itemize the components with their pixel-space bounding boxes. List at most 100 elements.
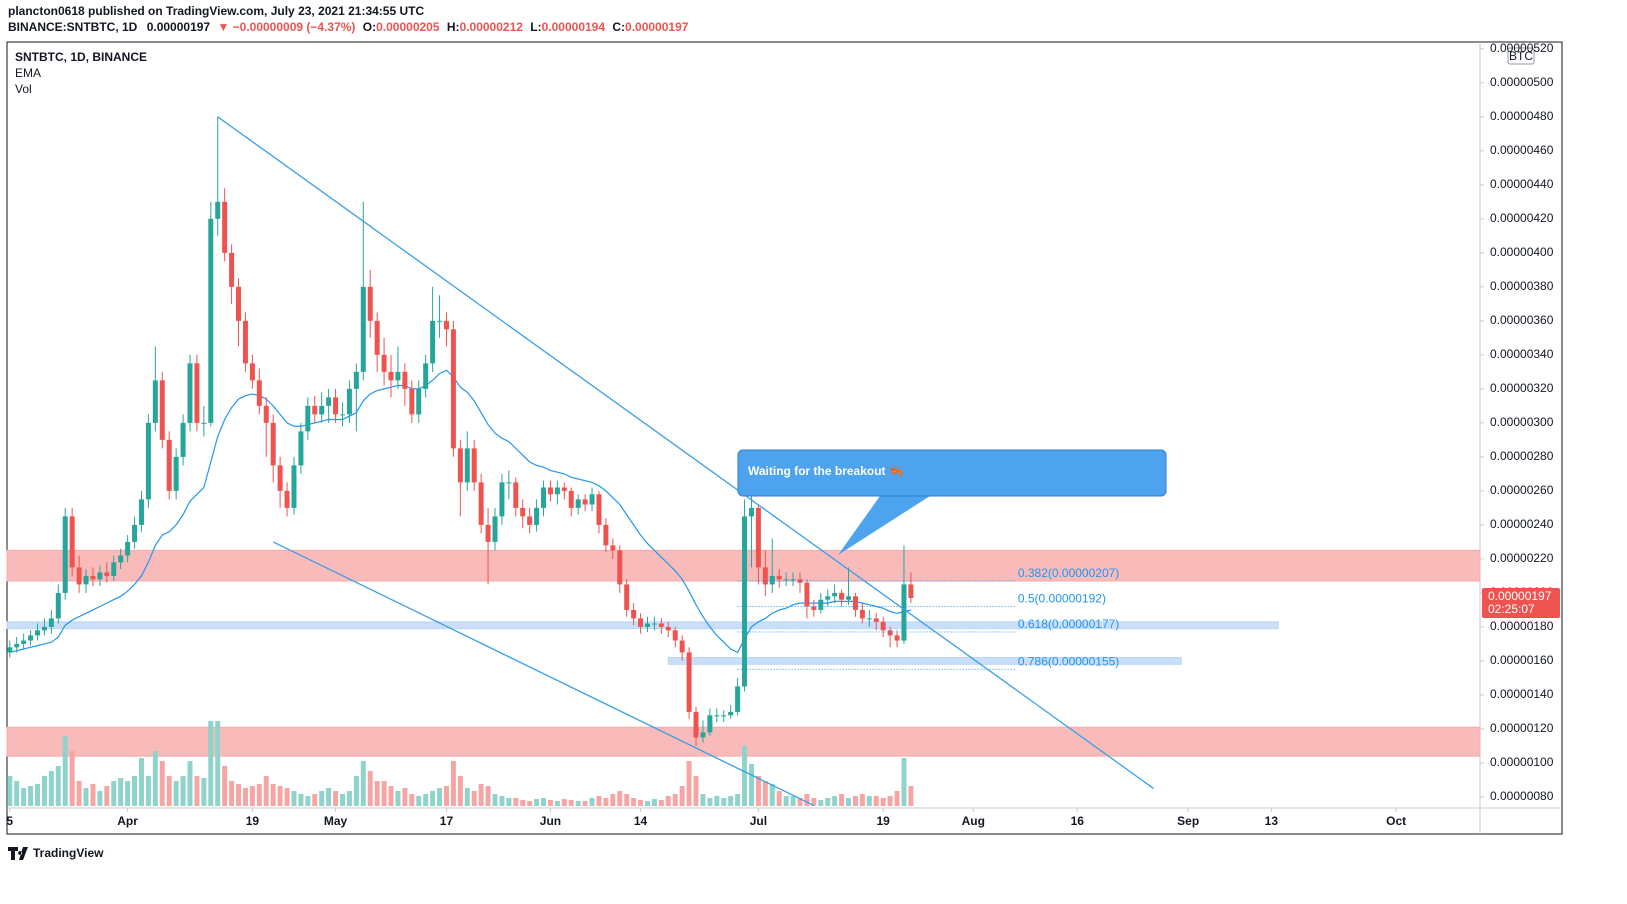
volume-bar xyxy=(631,798,637,806)
volume-bar xyxy=(360,761,366,806)
volume-bar xyxy=(478,784,484,806)
volume-bar xyxy=(596,796,602,806)
plot: 0.382(0.00000207) 0.5(0.00000192) 0.618(0.… xyxy=(6,116,1481,807)
fib-label: 0.382(0.00000207) xyxy=(1018,566,1119,580)
x-tick-label: Jul xyxy=(750,814,767,828)
volume-bar xyxy=(138,758,144,806)
volume-bar xyxy=(568,800,574,806)
candle-body xyxy=(846,596,852,600)
candle-body xyxy=(568,490,574,508)
volume-bar xyxy=(90,784,96,806)
volume-bar xyxy=(755,776,761,806)
ohlc-value: 0.00000194 xyxy=(542,20,606,34)
candle-body xyxy=(485,524,491,542)
candle-body xyxy=(755,507,761,568)
callout-text: Waiting for the breakout 🦐 xyxy=(748,464,904,478)
price-change: ▼ −0.00000009 (−4.37%) xyxy=(217,20,355,34)
volume-bar xyxy=(62,736,68,806)
footer-logo: TradingView xyxy=(8,846,104,860)
volume-bar xyxy=(381,781,387,806)
volume-bar xyxy=(132,776,138,806)
candle-body xyxy=(7,647,13,653)
candle-body xyxy=(312,405,318,415)
volume-bar xyxy=(76,781,82,806)
volume-bar xyxy=(55,766,61,806)
volume-bar xyxy=(194,776,200,806)
callout-box xyxy=(737,449,1167,497)
candle-body xyxy=(818,599,824,610)
candle-body xyxy=(249,363,255,381)
candle-body xyxy=(201,422,207,424)
candle-body xyxy=(478,482,484,525)
volume-bar xyxy=(166,776,172,806)
candle-body xyxy=(603,524,609,546)
volume-bar xyxy=(901,758,907,806)
volume-bar xyxy=(603,798,609,806)
candle-body xyxy=(513,482,519,508)
y-tick-label: 0.00000360 xyxy=(1490,313,1554,327)
volume-bar xyxy=(818,800,824,806)
y-tick-label: 0.00000220 xyxy=(1490,551,1554,565)
candle-body xyxy=(319,405,325,415)
candle-body xyxy=(28,635,34,641)
volume-bar xyxy=(21,788,27,806)
volume-bar xyxy=(104,786,110,806)
candle-body xyxy=(339,414,345,416)
volume-bar xyxy=(513,798,519,806)
ohlc-label: O: xyxy=(363,20,376,34)
candle-body xyxy=(360,286,366,372)
candle-body xyxy=(450,329,456,449)
candle-body xyxy=(839,592,845,600)
volume-bar xyxy=(83,788,89,806)
volume-bar xyxy=(644,801,650,806)
y-tick-label: 0.00000180 xyxy=(1490,619,1554,633)
candle-body xyxy=(104,572,110,576)
volume-bar xyxy=(118,778,124,806)
price-tag-countdown: 02:25:07 xyxy=(1488,602,1535,616)
ohlc-value: 0.00000212 xyxy=(460,20,524,34)
y-tick-label: 0.00000300 xyxy=(1490,415,1554,429)
y-tick-label: 0.00000440 xyxy=(1490,177,1554,191)
candle-body xyxy=(270,422,276,466)
volume-bar xyxy=(651,799,657,806)
candle-body xyxy=(894,635,900,641)
y-tick-label: 0.00000320 xyxy=(1490,381,1554,395)
candle-body xyxy=(180,422,186,457)
volume-bar xyxy=(762,781,768,806)
candle-body xyxy=(631,609,637,619)
volume-bar xyxy=(790,796,796,806)
x-tick-label: May xyxy=(324,814,348,828)
candle-body xyxy=(14,643,20,648)
candle-body xyxy=(457,448,463,483)
candle-body xyxy=(55,592,61,619)
volume-bar xyxy=(527,801,533,806)
candle-body xyxy=(41,626,47,631)
candle-body xyxy=(700,732,706,738)
volume-bar xyxy=(880,798,886,806)
volume-bar xyxy=(187,761,193,806)
candle-body xyxy=(173,456,179,491)
volume-bar xyxy=(28,786,34,806)
candle-body xyxy=(90,575,96,580)
ohlc-label: H: xyxy=(447,20,460,34)
candle-body xyxy=(152,380,158,423)
candle-body xyxy=(658,623,664,627)
volume-bar xyxy=(291,791,297,806)
volume-bar xyxy=(852,796,858,806)
volume-bar xyxy=(707,798,713,806)
candle-body xyxy=(825,596,831,600)
candle-body xyxy=(534,507,540,525)
volume-bar xyxy=(236,784,242,806)
candle-body xyxy=(353,371,359,389)
candle-body xyxy=(76,567,82,585)
ohlc-label: C: xyxy=(612,20,625,34)
volume-bar xyxy=(353,776,359,806)
candle-body xyxy=(333,397,339,415)
candle-body xyxy=(852,596,858,610)
candle-body xyxy=(651,623,657,625)
symbol-line: BINANCE:SNTBTC, 1D 0.00000197 ▼ −0.00000… xyxy=(8,20,689,34)
volume-bar xyxy=(14,781,20,806)
candle-body xyxy=(908,584,914,599)
volume-bar xyxy=(367,771,373,806)
